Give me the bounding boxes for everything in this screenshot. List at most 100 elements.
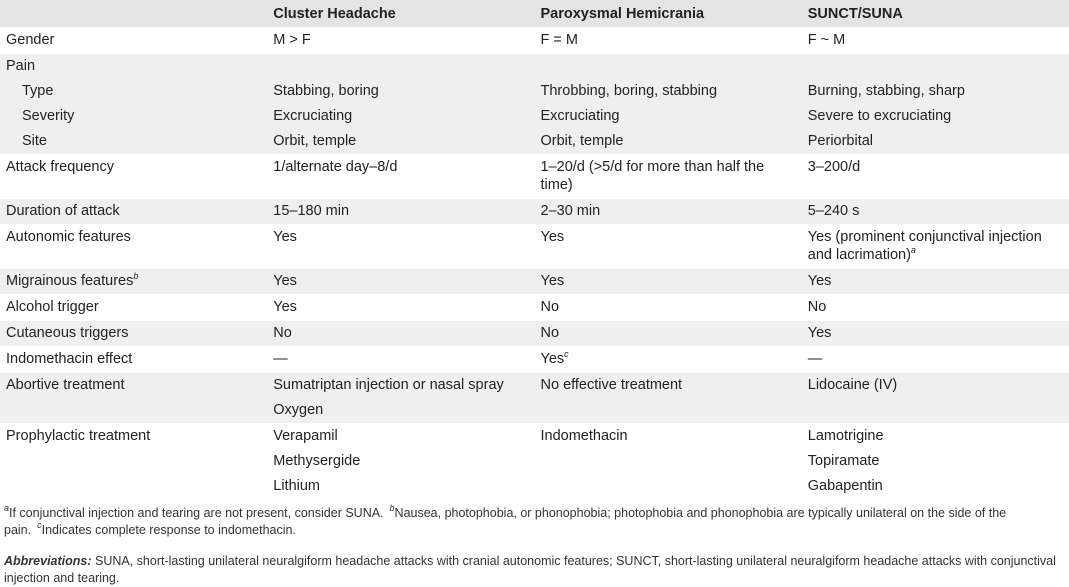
row-label-cell: Type xyxy=(0,79,267,104)
table-row: Alcohol trigger Yes No No xyxy=(0,295,1069,321)
superscript: c xyxy=(564,349,569,359)
table-cell: No xyxy=(535,321,802,347)
row-label-cell: Abortive treatment xyxy=(0,373,267,424)
table-cell: Yes (prominent conjunctival injection an… xyxy=(802,225,1069,269)
row-group: Duration of attack 15–180 min 2–30 min 5–24… xyxy=(0,198,1069,225)
table-row: Pain xyxy=(0,54,1069,80)
row-group: Prophylactic treatment Verapamil Methyserg… xyxy=(0,423,1069,500)
row-group: Pain Type Stabbing, boring Throbbing, borin… xyxy=(0,53,1069,155)
cell-text: Methysergide xyxy=(273,453,361,469)
cell-text: 1–20/d (>5/d for more than half the time… xyxy=(540,159,765,193)
cell-text: Yes xyxy=(807,325,832,341)
row-label: Cutaneous triggers xyxy=(6,325,129,341)
table-cell: Orbit, temple xyxy=(535,129,802,155)
table-cell: Yes xyxy=(535,225,802,269)
cell-text-text: Yes xyxy=(540,351,565,367)
row-group: Cutaneous triggers No No Yes xyxy=(0,320,1069,347)
row-label-cell: Autonomic features xyxy=(0,225,267,269)
cell-text: — xyxy=(273,351,288,367)
row-label: Abortive treatment xyxy=(6,377,125,393)
footnote: aIf conjunctival injection and tearing a… xyxy=(4,504,384,521)
cell-text: Severe to excruciating xyxy=(807,108,952,124)
table-row: Attack frequency 1/alternate day–8/d 1–20/… xyxy=(0,155,1069,199)
cell-text: Indomethacin xyxy=(540,428,628,444)
footnotes: aIf conjunctival injection and tearing a… xyxy=(0,499,1069,539)
table-cell: M > F xyxy=(267,28,534,54)
row-group: Autonomic features Yes Yes Yes (prominent c… xyxy=(0,224,1069,269)
table-cell: 5–240 s xyxy=(802,199,1069,225)
cell-text: Yes xyxy=(807,273,832,289)
row-label: Migrainous featuresb xyxy=(6,269,261,294)
cell-text: Topiramate xyxy=(807,453,880,469)
cell-text: Excruciating xyxy=(540,108,620,124)
footnote: cIndicates complete response to indometh… xyxy=(37,521,296,538)
footnote-mark: b xyxy=(389,503,395,513)
row-label: Autonomic features xyxy=(6,229,131,245)
cell-text: Yes xyxy=(273,299,297,315)
row-label-cell: Attack frequency xyxy=(0,155,267,199)
row-label: Prophylactic treatment xyxy=(6,428,151,444)
cell-text: Lidocaine (IV) xyxy=(807,377,898,393)
cell-text: 1/alternate day–8/d xyxy=(273,159,398,175)
row-label: Indomethacin effect xyxy=(6,351,133,367)
cell-text: Orbit, temple xyxy=(540,133,624,149)
row-group: Gender M > F F = M F ~ M xyxy=(0,27,1069,54)
row-label-cell: Gender xyxy=(0,28,267,54)
cell-text: — xyxy=(807,351,823,367)
header-cell xyxy=(0,0,267,28)
table-cell: No xyxy=(802,295,1069,321)
table-cell: Verapamil Methysergide Lithium xyxy=(267,424,534,500)
table-cell xyxy=(535,54,802,80)
table-cell: Lidocaine (IV) xyxy=(802,373,1069,424)
table-row: Autonomic features Yes Yes Yes (prominent c… xyxy=(0,225,1069,269)
row-group: Attack frequency 1/alternate day–8/d 1–20/… xyxy=(0,154,1069,199)
row-label: Gender xyxy=(6,32,55,48)
row-label-cell: Alcohol trigger xyxy=(0,295,267,321)
row-group: Indomethacin effect — Yesc — xyxy=(0,346,1069,373)
table: Cluster Headache Paroxysmal Hemicrania SUN… xyxy=(0,0,1069,500)
row-group: Migrainous featuresb Yes Yes Yes xyxy=(0,268,1069,295)
table-row: Type Stabbing, boring Throbbing, boring, s… xyxy=(0,79,1069,104)
row-label-cell: Indomethacin effect xyxy=(0,347,267,373)
cell-text: 2–30 min xyxy=(540,203,601,219)
row-label-cell: Pain xyxy=(0,54,267,80)
table-row: Gender M > F F = M F ~ M xyxy=(0,28,1069,54)
row-label: Alcohol trigger xyxy=(6,299,99,315)
cell-text: Stabbing, boring xyxy=(273,83,379,99)
table-row: Indomethacin effect — Yesc — xyxy=(0,347,1069,373)
footnote-text: Nausea, photophobia, or phonophobia; pho… xyxy=(4,506,1007,537)
row-label-cell: Duration of attack xyxy=(0,199,267,225)
cell-text: Gabapentin xyxy=(807,478,883,494)
table-row: Cutaneous triggers No No Yes xyxy=(0,321,1069,347)
table-cell: Lamotrigine Topiramate Gabapentin xyxy=(802,424,1069,500)
cell-text-text: Yes (prominent conjunctival injection an… xyxy=(807,229,1042,263)
cell-text: No xyxy=(540,325,560,341)
row-label: Pain xyxy=(6,58,36,74)
cell-text: 15–180 min xyxy=(273,203,350,219)
cell-text: Periorbital xyxy=(807,133,874,149)
abbreviations: Abbreviations: SUNA, short-lasting unila… xyxy=(0,539,1069,587)
cell-text: Excruciating xyxy=(273,108,353,124)
row-label-cell: Severity xyxy=(0,104,267,129)
footnote-text: Indicates complete response to indometha… xyxy=(41,523,296,537)
cell-text: Yes xyxy=(273,273,297,289)
table-cell: Yes xyxy=(267,225,534,269)
column-header: SUNCT/SUNA xyxy=(807,6,903,22)
table-cell: Burning, stabbing, sharp xyxy=(802,79,1069,104)
table-cell: 15–180 min xyxy=(267,199,534,225)
column-header: Cluster Headache xyxy=(273,6,396,22)
cell-text: No effective treatment xyxy=(540,377,683,393)
row-group: Alcohol trigger Yes No No xyxy=(0,294,1069,321)
table-cell xyxy=(802,54,1069,80)
table-header: Cluster Headache Paroxysmal Hemicrania SUN… xyxy=(0,0,1069,28)
table-cell: Excruciating xyxy=(535,104,802,129)
cell-text: Lamotrigine xyxy=(807,428,884,444)
table-row: Abortive treatment Sumatriptan injection … xyxy=(0,373,1069,424)
table-cell: Yes xyxy=(802,269,1069,295)
superscript: a xyxy=(910,245,916,255)
cell-text: Yesc xyxy=(541,347,796,372)
cell-text: Yes xyxy=(540,229,565,245)
table-cell: F = M xyxy=(535,28,802,54)
table-cell: Severe to excruciating xyxy=(802,104,1069,129)
